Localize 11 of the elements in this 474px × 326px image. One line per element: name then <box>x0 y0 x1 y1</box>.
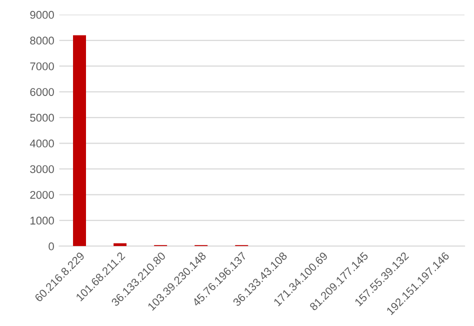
y-tick-label: 8000 <box>30 36 54 45</box>
y-tick-label: 7000 <box>30 62 54 70</box>
y-tick-label: 2000 <box>30 190 54 199</box>
y-tick-label: 1000 <box>30 216 54 225</box>
y-tick-label: 5000 <box>30 114 54 122</box>
y-tick-label: 3000 <box>30 165 54 174</box>
y-tick-label: 9000 <box>30 10 54 19</box>
y-tick-label: 4000 <box>30 140 54 148</box>
y-tick-label: 0 <box>48 242 54 250</box>
y-tick-label: 6000 <box>30 88 54 96</box>
bar <box>73 35 86 246</box>
